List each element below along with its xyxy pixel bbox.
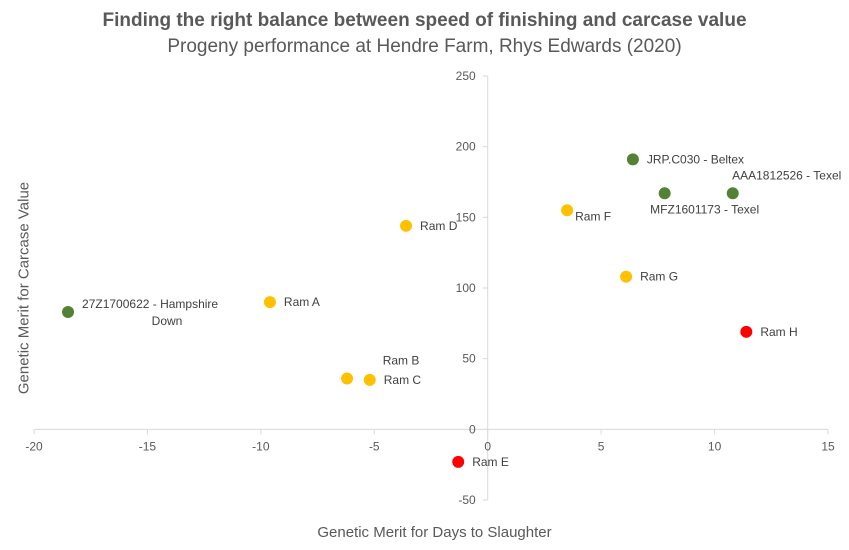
x-tick-label: -20: [25, 439, 43, 453]
data-label: AAA1812526 - Texel: [732, 168, 841, 182]
data-point: [740, 325, 753, 338]
data-label: Ram C: [384, 373, 422, 387]
data-point: [341, 372, 354, 385]
data-point: [363, 373, 376, 386]
x-tick-label: 10: [708, 439, 722, 453]
x-tick-label: 0: [484, 439, 491, 453]
chart-subtitle: Progeny performance at Hendre Farm, Rhys…: [167, 36, 682, 57]
data-point: [658, 187, 671, 200]
data-point: [263, 296, 276, 309]
x-tick-label: 5: [598, 439, 605, 453]
data-label: Ram F: [575, 209, 611, 223]
y-tick-label: 250: [456, 69, 476, 83]
data-point: [726, 187, 739, 200]
data-label: JRP.C030 - Beltex: [647, 152, 744, 166]
y-tick-label: 150: [456, 210, 476, 224]
data-label: Ram E: [472, 455, 509, 469]
data-labels-group: 27Z1700622 - Hampshire Down Ram A Ram B Ram …: [82, 152, 841, 468]
data-point: [561, 204, 574, 217]
y-tick-label: 200: [456, 140, 476, 154]
y-tick-label: 50: [462, 352, 476, 366]
data-label: Ram B: [383, 353, 420, 367]
x-tick-label: 15: [821, 439, 835, 453]
data-point: [620, 270, 633, 283]
data-label: MFZ1601173 - Texel: [650, 202, 759, 216]
y-tick-label: -50: [458, 493, 476, 507]
x-tick-label: -10: [252, 439, 270, 453]
data-point: [452, 455, 465, 468]
data-label: 27Z1700622 - Hampshire Down: [82, 297, 218, 328]
data-label: Ram A: [284, 295, 320, 309]
data-points-group: [62, 153, 753, 468]
chart-title: Finding the right balance between speed …: [102, 10, 747, 31]
x-axis-title: Genetic Merit for Days to Slaughter: [317, 524, 552, 541]
data-point: [626, 153, 639, 166]
data-label: Ram G: [640, 270, 678, 284]
y-tick-label: 100: [456, 281, 476, 295]
axes-group: [33, 75, 829, 501]
x-tick-label: -5: [369, 439, 380, 453]
x-tick-label: -15: [139, 439, 157, 453]
data-point: [400, 219, 413, 232]
data-label: Ram H: [760, 325, 797, 339]
y-tick-label: 0: [469, 422, 476, 436]
y-axis-title: Genetic Merit for Carcase Value: [15, 181, 33, 395]
data-point: [62, 306, 75, 319]
data-label: Ram D: [420, 219, 458, 233]
